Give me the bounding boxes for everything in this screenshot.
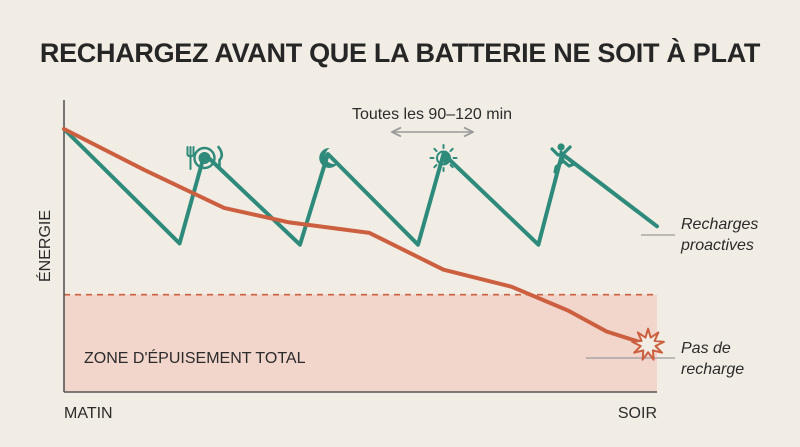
sun-icon <box>429 144 458 172</box>
legend-label-no-recharge-2: recharge <box>681 361 744 378</box>
moon-icon <box>319 147 338 168</box>
burst-icon <box>631 327 665 361</box>
x-start-label: MATIN <box>64 405 113 422</box>
legend-label-recharges-2: proactives <box>680 237 754 254</box>
series-line-pas-de-recharge <box>62 127 651 347</box>
chart-title: RECHARGEZ AVANT QUE LA BATTERIE NE SOIT … <box>40 37 761 68</box>
legend-label-recharges-1: Recharges <box>681 216 758 233</box>
activity-icon <box>550 143 576 174</box>
x-end-label: SOIR <box>618 405 657 422</box>
legend-label-no-recharge-1: Pas de <box>681 340 731 357</box>
series-line-recharges-proactives <box>62 127 659 247</box>
meal-icon <box>186 145 224 171</box>
depletion-zone <box>64 294 657 392</box>
interval-annotation: Toutes les 90–120 min <box>352 106 512 123</box>
zone-label: ZONE D'ÉPUISEMENT TOTAL <box>84 348 306 367</box>
y-axis-label: ÉNERGIE <box>35 210 54 282</box>
